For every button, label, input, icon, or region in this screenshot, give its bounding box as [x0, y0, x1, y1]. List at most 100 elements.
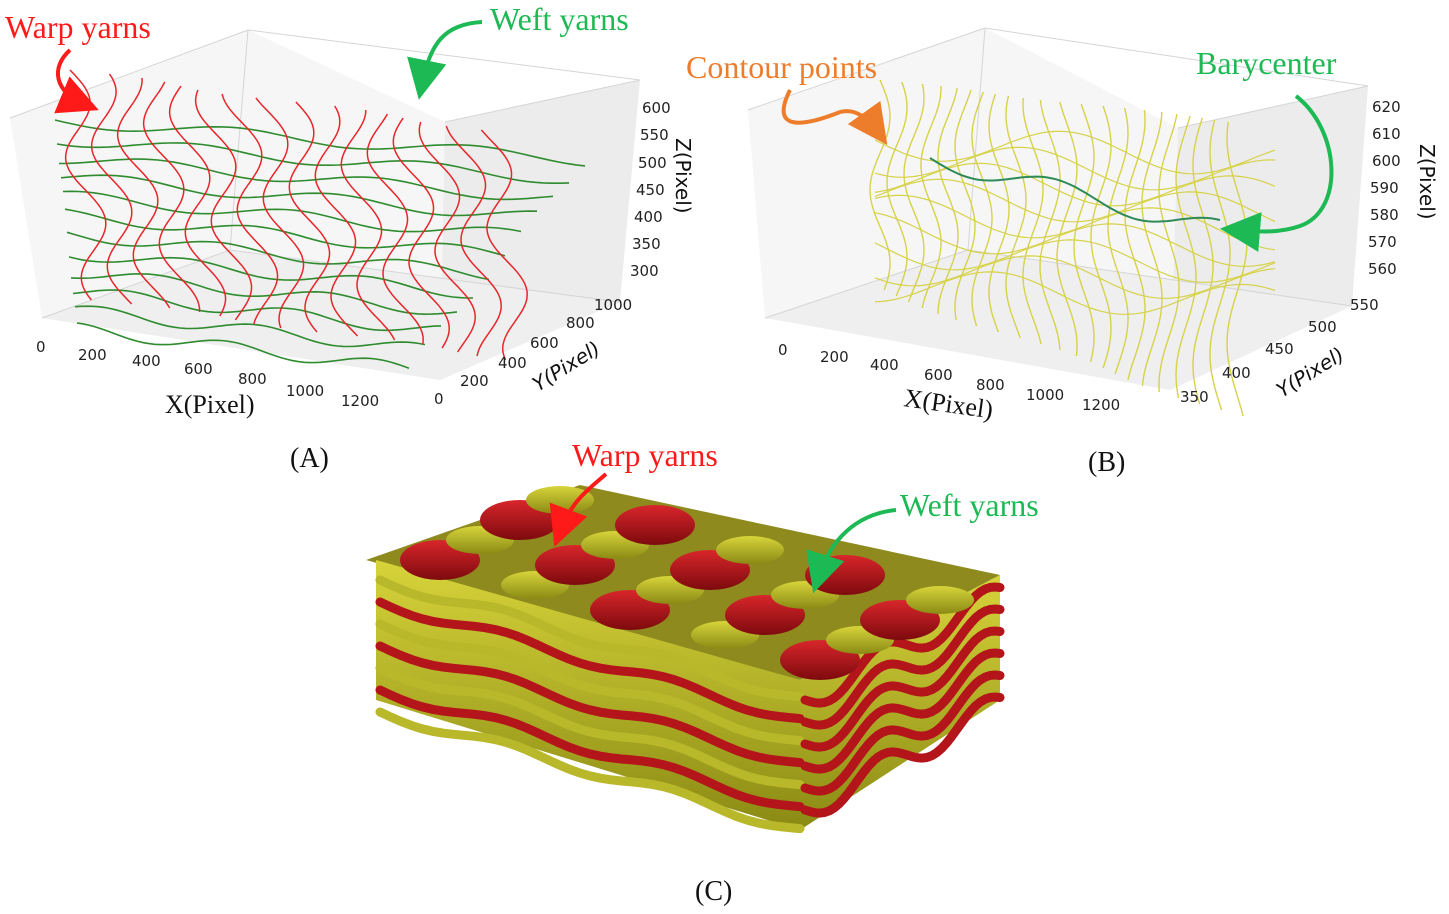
x-tick: 400	[132, 352, 161, 370]
warp-yarn-curve	[480, 129, 528, 361]
contour-curve	[886, 81, 908, 297]
front-yarn-band	[375, 575, 805, 702]
z-tick: 590	[1370, 179, 1399, 197]
contour-curve	[874, 162, 1276, 207]
panel-a-z-axis-title: Z(Pixel)	[671, 138, 695, 214]
x-tick: 1000	[1026, 386, 1064, 404]
contour-curve	[1039, 99, 1061, 351]
panel-b-label: (B)	[1088, 447, 1125, 478]
front-yarn-band	[375, 641, 805, 768]
weft-yarn-curve	[66, 231, 490, 281]
side-yarn-band	[800, 604, 1005, 730]
panel-c-weft-arrow	[806, 508, 897, 594]
contour-curve	[869, 79, 891, 291]
weft-yarn-curve	[54, 119, 586, 167]
x-tick: 0	[36, 338, 46, 356]
z-tick: 580	[1370, 206, 1399, 224]
x-tick: 1200	[341, 392, 379, 410]
warp-yarn-curve	[366, 113, 424, 345]
contour-curve	[1005, 95, 1027, 339]
contour-curve	[903, 83, 925, 303]
panel-a-weft-arrow	[407, 20, 483, 100]
panel-a-z-ticks: 600 550 500 450 400 350 300	[630, 99, 671, 280]
warp-yarn-curve	[445, 125, 502, 357]
panel-b-contour-curves	[869, 79, 1276, 417]
weft-yarn-curve	[60, 174, 538, 217]
contour-curve	[1090, 105, 1112, 369]
panel-a-warp-callout: Warp yarns	[5, 9, 151, 45]
y-tick: 800	[566, 314, 595, 332]
x-tick: 1000	[286, 382, 324, 400]
z-tick: 450	[636, 181, 665, 199]
warp-yarn-curve	[90, 73, 133, 305]
side-yarn-band	[800, 692, 1005, 818]
z-tick: 620	[1372, 98, 1401, 116]
contour-curve	[937, 87, 959, 315]
warp-yarn-curve	[288, 101, 331, 333]
z-tick: 610	[1372, 125, 1401, 143]
contour-curve	[1073, 103, 1095, 363]
z-tick: 400	[634, 208, 663, 226]
panel-b-barycenter-arrow	[1220, 94, 1334, 252]
warp-yarn-crossing	[615, 505, 695, 545]
contour-curve	[971, 91, 993, 327]
y-tick: 400	[1222, 364, 1251, 382]
weft-yarn-crossing	[526, 486, 594, 514]
z-tick: 600	[1372, 152, 1401, 170]
front-yarn-band	[375, 663, 805, 790]
y-tick: 1000	[594, 296, 632, 314]
contour-curve	[874, 271, 1276, 315]
weft-yarn-curve	[64, 208, 506, 257]
contour-curve	[1022, 97, 1044, 345]
panel-a-yarn-curves	[54, 69, 586, 369]
z-tick: 560	[1368, 260, 1397, 278]
weft-yarn-curve	[68, 256, 473, 299]
contour-curve	[874, 146, 1276, 191]
warp-yarn-curve	[116, 77, 171, 309]
contour-curve	[1158, 113, 1180, 393]
front-yarn-band	[375, 597, 805, 724]
panel-b-z-ticks: 620 610 600 590 580 570 560	[1368, 98, 1401, 278]
contour-curve	[874, 130, 1276, 175]
contour-curve	[1175, 115, 1197, 399]
y-tick: 450	[1265, 340, 1294, 358]
contour-curve	[1124, 109, 1146, 381]
x-tick: 400	[870, 356, 899, 374]
x-tick: 200	[820, 348, 849, 366]
contour-curve	[874, 239, 1276, 283]
front-yarn-band	[375, 685, 805, 812]
warp-yarn-curve	[142, 81, 201, 312]
weft-yarn-curve	[76, 322, 410, 369]
panel-c-warp-arrow	[549, 472, 608, 547]
contour-curve	[988, 93, 1010, 333]
front-yarn-band	[375, 707, 805, 834]
y-tick: 400	[498, 354, 527, 372]
warp-yarn-curve	[221, 93, 279, 325]
y-tick: 600	[530, 334, 559, 352]
panel-b: 0 200 400 600 800 1000 1200 X(Pixel) 350…	[686, 27, 1439, 478]
panel-a-weft-callout: Weft yarns	[490, 1, 629, 37]
panel-c-warp-callout: Warp yarns	[572, 437, 718, 473]
panel-b-z-axis-title: Z(Pixel)	[1415, 144, 1439, 220]
warp-yarn-curve	[168, 85, 227, 317]
z-tick: 550	[640, 126, 669, 144]
contour-curve	[874, 178, 1276, 223]
weft-yarn-curve	[70, 273, 458, 316]
x-tick: 0	[778, 341, 788, 359]
contour-curve	[1141, 111, 1163, 387]
panel-b-contour-callout: Contour points	[686, 49, 877, 85]
weft-yarn-curve	[56, 142, 570, 184]
panel-a-x-axis-title: X(Pixel)	[165, 390, 255, 419]
x-tick: 600	[184, 360, 213, 378]
weft-yarn-curve	[74, 305, 426, 348]
contour-curve	[1226, 121, 1248, 417]
x-tick: 800	[976, 376, 1005, 394]
warp-yarn-curve	[194, 89, 253, 321]
contour-curve	[954, 89, 976, 321]
panel-a-x-ticks: 0 200 400 600 800 1000 1200	[36, 338, 379, 410]
warp-yarn-curve	[340, 109, 396, 341]
x-tick: 800	[238, 370, 267, 388]
panel-b-barycenter-curve	[929, 157, 1221, 223]
z-tick: 600	[642, 99, 671, 117]
contour-curve	[874, 194, 1276, 251]
